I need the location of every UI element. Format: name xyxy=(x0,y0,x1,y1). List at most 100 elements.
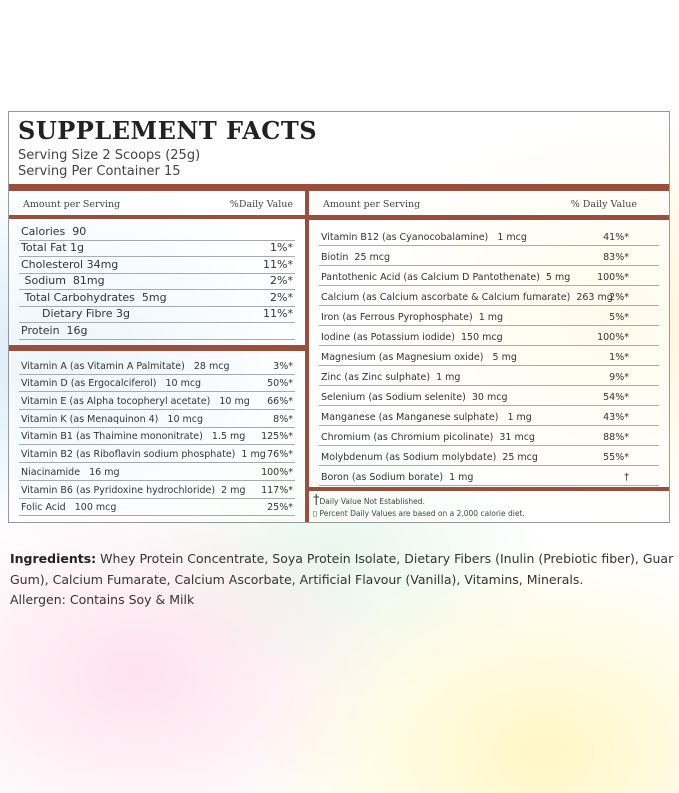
nutrient-row: Vitamin D (as Ergocalciferol) 10 mcg 50%* xyxy=(19,374,295,393)
nutrient-row: Folic Acid 100 mcg 25%* xyxy=(19,498,295,517)
divider-bar xyxy=(9,184,669,191)
nutrient-row: Selenium (as Sodium selenite) 30 mcg 54%* xyxy=(319,385,659,406)
nutrient-name: Calcium (as Calcium ascorbate & Calcium … xyxy=(321,292,613,303)
column-divider xyxy=(305,191,309,522)
dagger-symbol: † xyxy=(313,493,320,508)
ingredients: Ingredients: Whey Protein Concentrate, S… xyxy=(10,548,675,590)
dv-header: %Daily Value xyxy=(229,199,293,210)
right-column: Amount per Serving % Daily Value Vitamin… xyxy=(309,191,669,522)
divider-bar xyxy=(9,345,305,351)
nutrient-name: Total Carbohydrates 5mg xyxy=(21,290,167,304)
nutrient-row: Iron (as Ferrous Pyrophosphate) 1 mg 5%* xyxy=(319,305,659,326)
nutrient-row: Biotin 25 mcg 83%* xyxy=(319,245,659,266)
nutrient-name: Zinc (as Zinc sulphate) 1 mg xyxy=(321,372,461,383)
footnote-dv-not-established: †Daily Value Not Established. xyxy=(313,493,425,508)
daily-value: 5%* xyxy=(609,312,629,323)
nutrient-row: Protein 16g xyxy=(19,322,295,340)
left-header: Amount per Serving %Daily Value xyxy=(9,191,305,215)
daily-value: 117%* xyxy=(261,484,293,496)
nutrient-name: Niacinamide 16 mg xyxy=(21,466,120,478)
nutrient-name: Cholesterol 34mg xyxy=(21,257,119,271)
nutrient-name: Sodium 81mg xyxy=(21,274,105,287)
nutrient-name: Vitamin D (as Ergocalciferol) 10 mcg xyxy=(21,378,202,390)
serving-size: Serving Size 2 Scoops (25g) xyxy=(18,148,201,163)
divider-bar xyxy=(309,487,669,491)
nutrient-name: Protein 16g xyxy=(21,323,88,337)
nutrient-name: Dietary Fibre 3g xyxy=(21,307,130,320)
nutrient-row: Vitamin A (as Vitamin A Palmitate) 28 mc… xyxy=(19,356,295,375)
daily-value: 41%* xyxy=(603,232,629,243)
nutrient-name: Vitamin K (as Menaquinon 4) 10 mcg xyxy=(21,413,204,425)
nutrient-row: Total Carbohydrates 5mg 2%* xyxy=(19,289,295,307)
dv-header: % Daily Value xyxy=(570,199,637,210)
daily-value: 54%* xyxy=(603,392,629,403)
ingredients-label: Ingredients: xyxy=(10,551,97,566)
daily-value: 83%* xyxy=(603,252,629,263)
daily-value: 100%* xyxy=(597,332,629,343)
daily-value: 66%* xyxy=(267,396,293,408)
nutrient-row: Vitamin K (as Menaquinon 4) 10 mcg 8%* xyxy=(19,409,295,428)
daily-value: 25%* xyxy=(267,502,293,514)
nutrient-name: Iron (as Ferrous Pyrophosphate) 1 mg xyxy=(321,312,504,323)
panel-title: SUPPLEMENT FACTS xyxy=(18,116,318,145)
nutrient-row: Calories 90 xyxy=(19,223,295,241)
nutrient-row: Pantothenic Acid (as Calcium D Pantothen… xyxy=(319,265,659,286)
nutrient-name: Boron (as Sodium borate) 1 mg xyxy=(321,472,474,483)
daily-value: † xyxy=(624,472,629,483)
nutrient-row: Manganese (as Manganese sulphate) 1 mg 43… xyxy=(319,405,659,426)
nutrient-row: Dietary Fibre 3g 11%* xyxy=(19,306,295,323)
nutrient-row: Cholesterol 34mg 11%* xyxy=(19,256,295,274)
daily-value: 100%* xyxy=(597,272,629,283)
nutrient-row: Niacinamide 16 mg 100%* xyxy=(19,462,295,481)
nutrient-row: Iodine (as Potassium iodide) 150 mcg 100%… xyxy=(319,325,659,346)
divider-bar xyxy=(9,215,305,219)
daily-value: 55%* xyxy=(603,452,629,463)
left-column: Amount per Serving %Daily Value Calories… xyxy=(9,191,305,522)
nutrient-row: Sodium 81mg 2%* xyxy=(19,273,295,290)
daily-value: 8%* xyxy=(273,413,293,425)
nutrient-name: Vitamin A (as Vitamin A Palmitate) 28 mc… xyxy=(21,360,230,372)
ingredients-text: Whey Protein Concentrate, Soya Protein I… xyxy=(10,551,674,587)
nutrient-name: Vitamin B2 (as Riboflavin sodium phospha… xyxy=(21,449,266,461)
nutrient-name: Biotin 25 mcg xyxy=(321,252,391,263)
allergen-statement: Allergen: Contains Soy & Milk xyxy=(10,592,195,607)
nutrient-row: Calcium (as Calcium ascorbate & Calcium … xyxy=(319,285,659,306)
nutrient-name: Folic Acid 100 mcg xyxy=(21,502,117,514)
nutrient-row: Magnesium (as Magnesium oxide) 5 mg 1%* xyxy=(319,345,659,366)
daily-value: 11%* xyxy=(263,257,293,271)
nutrient-name: Vitamin B1 (as Thaimine mononitrate) 1.5… xyxy=(21,431,246,443)
nutrient-name: Vitamin B6 (as Pyridoxine hydrochloride)… xyxy=(21,484,246,496)
nutrient-row: Molybdenum (as Sodium molybdate) 25 mcg 5… xyxy=(319,445,659,466)
nutrient-row: Vitamin B6 (as Pyridoxine hydrochloride)… xyxy=(19,480,295,499)
nutrient-name: Vitamin B12 (as Cyanocobalamine) 1 mcg xyxy=(321,232,527,243)
nutrient-row: Vitamin B2 (as Riboflavin sodium phospha… xyxy=(19,445,295,464)
nutrient-name: Selenium (as Sodium selenite) 30 mcg xyxy=(321,392,508,403)
nutrient-row: Zinc (as Zinc sulphate) 1 mg 9%* xyxy=(319,365,659,386)
nutrient-name: Chromium (as Chromium picolinate) 31 mcg xyxy=(321,432,535,443)
nutrient-name: Calories 90 xyxy=(21,224,87,238)
daily-value: 2%* xyxy=(270,290,293,304)
nutrient-row: Total Fat 1g 1%* xyxy=(19,240,295,257)
nutrient-row: Vitamin B12 (as Cyanocobalamine) 1 mcg 41… xyxy=(319,225,659,246)
nutrient-name: Manganese (as Manganese sulphate) 1 mg xyxy=(321,412,532,423)
divider-bar xyxy=(309,215,669,220)
nutrient-name: Total Fat 1g xyxy=(21,241,85,254)
daily-value: 9%* xyxy=(609,372,629,383)
footnote-calorie-diet: ▯ Percent Daily Values are based on a 2,… xyxy=(313,509,525,518)
nutrient-name: Vitamin E (as Alpha tocopheryl acetate) … xyxy=(21,396,250,408)
daily-value: 11%* xyxy=(263,307,293,320)
daily-value: 125%* xyxy=(261,431,293,443)
nutrient-name: Molybdenum (as Sodium molybdate) 25 mcg xyxy=(321,452,538,463)
nutrient-name: Iodine (as Potassium iodide) 150 mcg xyxy=(321,332,503,343)
daily-value: 2%* xyxy=(609,292,629,303)
daily-value: 50%* xyxy=(267,378,293,390)
supplement-facts-panel: SUPPLEMENT FACTS Serving Size 2 Scoops (… xyxy=(8,111,670,523)
amount-header: Amount per Serving xyxy=(23,199,121,210)
right-header: Amount per Serving % Daily Value xyxy=(309,191,669,215)
daily-value: 2%* xyxy=(270,274,293,287)
daily-value: 3%* xyxy=(273,360,293,372)
nutrient-row: Chromium (as Chromium picolinate) 31 mcg… xyxy=(319,425,659,446)
nutrient-row: Vitamin B1 (as Thaimine mononitrate) 1.5… xyxy=(19,427,295,446)
footnote-text: Daily Value Not Established. xyxy=(319,497,425,506)
nutrient-row: Vitamin E (as Alpha tocopheryl acetate) … xyxy=(19,391,295,411)
